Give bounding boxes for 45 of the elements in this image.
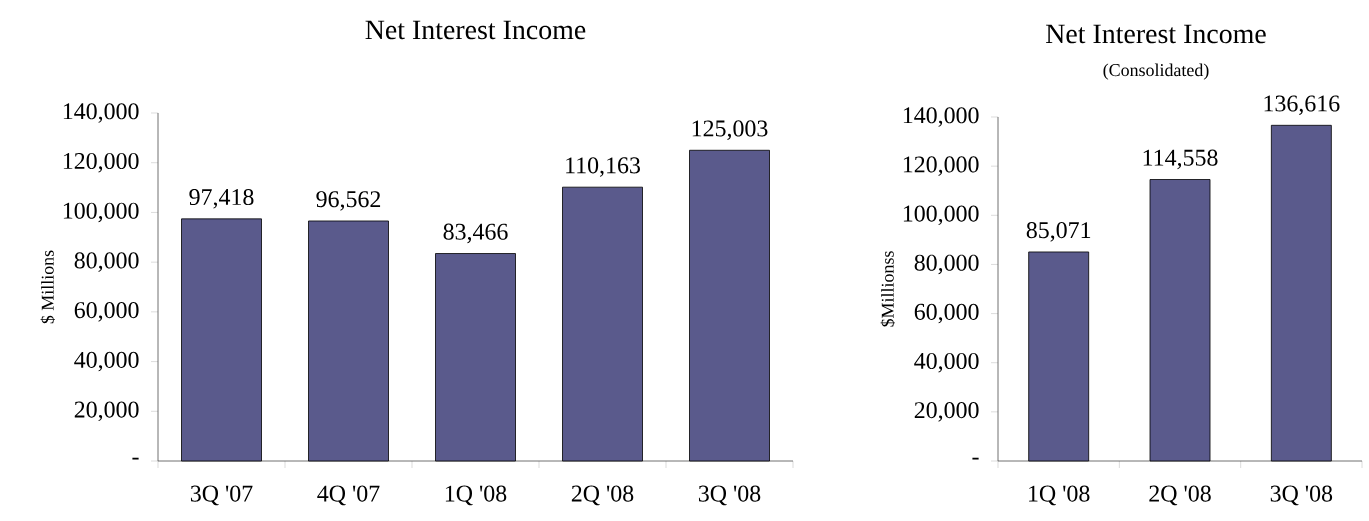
y-tick-label: -	[132, 457, 139, 460]
chart-title: Net Interest Income	[365, 20, 586, 40]
data-label: 136,616	[1264, 95, 1340, 115]
y-tick-label: 80,000	[74, 252, 139, 272]
y-tick-label: -	[972, 457, 979, 460]
x-tick-label: 1Q '08	[445, 485, 507, 506]
data-label: 114,558	[1143, 149, 1218, 170]
y-axis-title: $ Millions	[40, 250, 55, 324]
data-label: 97,418	[189, 188, 254, 209]
data-label: 83,466	[443, 223, 508, 244]
bar	[689, 149, 770, 462]
y-tick-label: 40,000	[74, 351, 139, 372]
bar	[181, 218, 262, 462]
bar	[1149, 179, 1211, 462]
x-tick-label: 2Q '08	[1149, 485, 1211, 506]
y-tick-label: 60,000	[74, 302, 139, 322]
data-label: 125,003	[692, 120, 768, 140]
data-label: 110,163	[566, 157, 640, 177]
y-tick-label: 100,000	[903, 205, 979, 226]
bar	[1270, 124, 1332, 462]
bar	[308, 220, 389, 462]
y-tick-label: 120,000	[903, 156, 979, 176]
data-label: 96,562	[316, 191, 381, 211]
x-tick-label: 3Q '07	[190, 485, 253, 506]
y-tick-label: 100,000	[63, 202, 139, 223]
x-tick-label: 3Q '08	[698, 485, 761, 506]
y-tick-label: 40,000	[914, 352, 979, 373]
y-tick-label: 140,000	[63, 103, 139, 123]
y-tick-label: 140,000	[903, 107, 979, 127]
x-tick-label: 2Q '08	[571, 485, 634, 506]
x-tick-label: 4Q '07	[317, 485, 380, 506]
bar	[562, 186, 643, 462]
data-label: 85,071	[1026, 222, 1091, 242]
x-tick-label: 1Q '08	[1029, 485, 1090, 506]
x-tick-label: 3Q '08	[1270, 485, 1333, 506]
y-tick-label: 120,000	[63, 152, 139, 173]
y-tick-label: 20,000	[914, 402, 979, 422]
chart-title: Net Interest Income	[1046, 24, 1266, 44]
chart-subtitle: (Consolidated)	[1103, 63, 1209, 80]
y-tick-label: 60,000	[914, 303, 979, 324]
y-tick-label: 20,000	[74, 401, 139, 422]
y-axis-title: $Millionss	[880, 251, 895, 327]
bar	[1028, 251, 1090, 462]
bar	[435, 253, 516, 462]
y-tick-label: 80,000	[914, 254, 979, 275]
